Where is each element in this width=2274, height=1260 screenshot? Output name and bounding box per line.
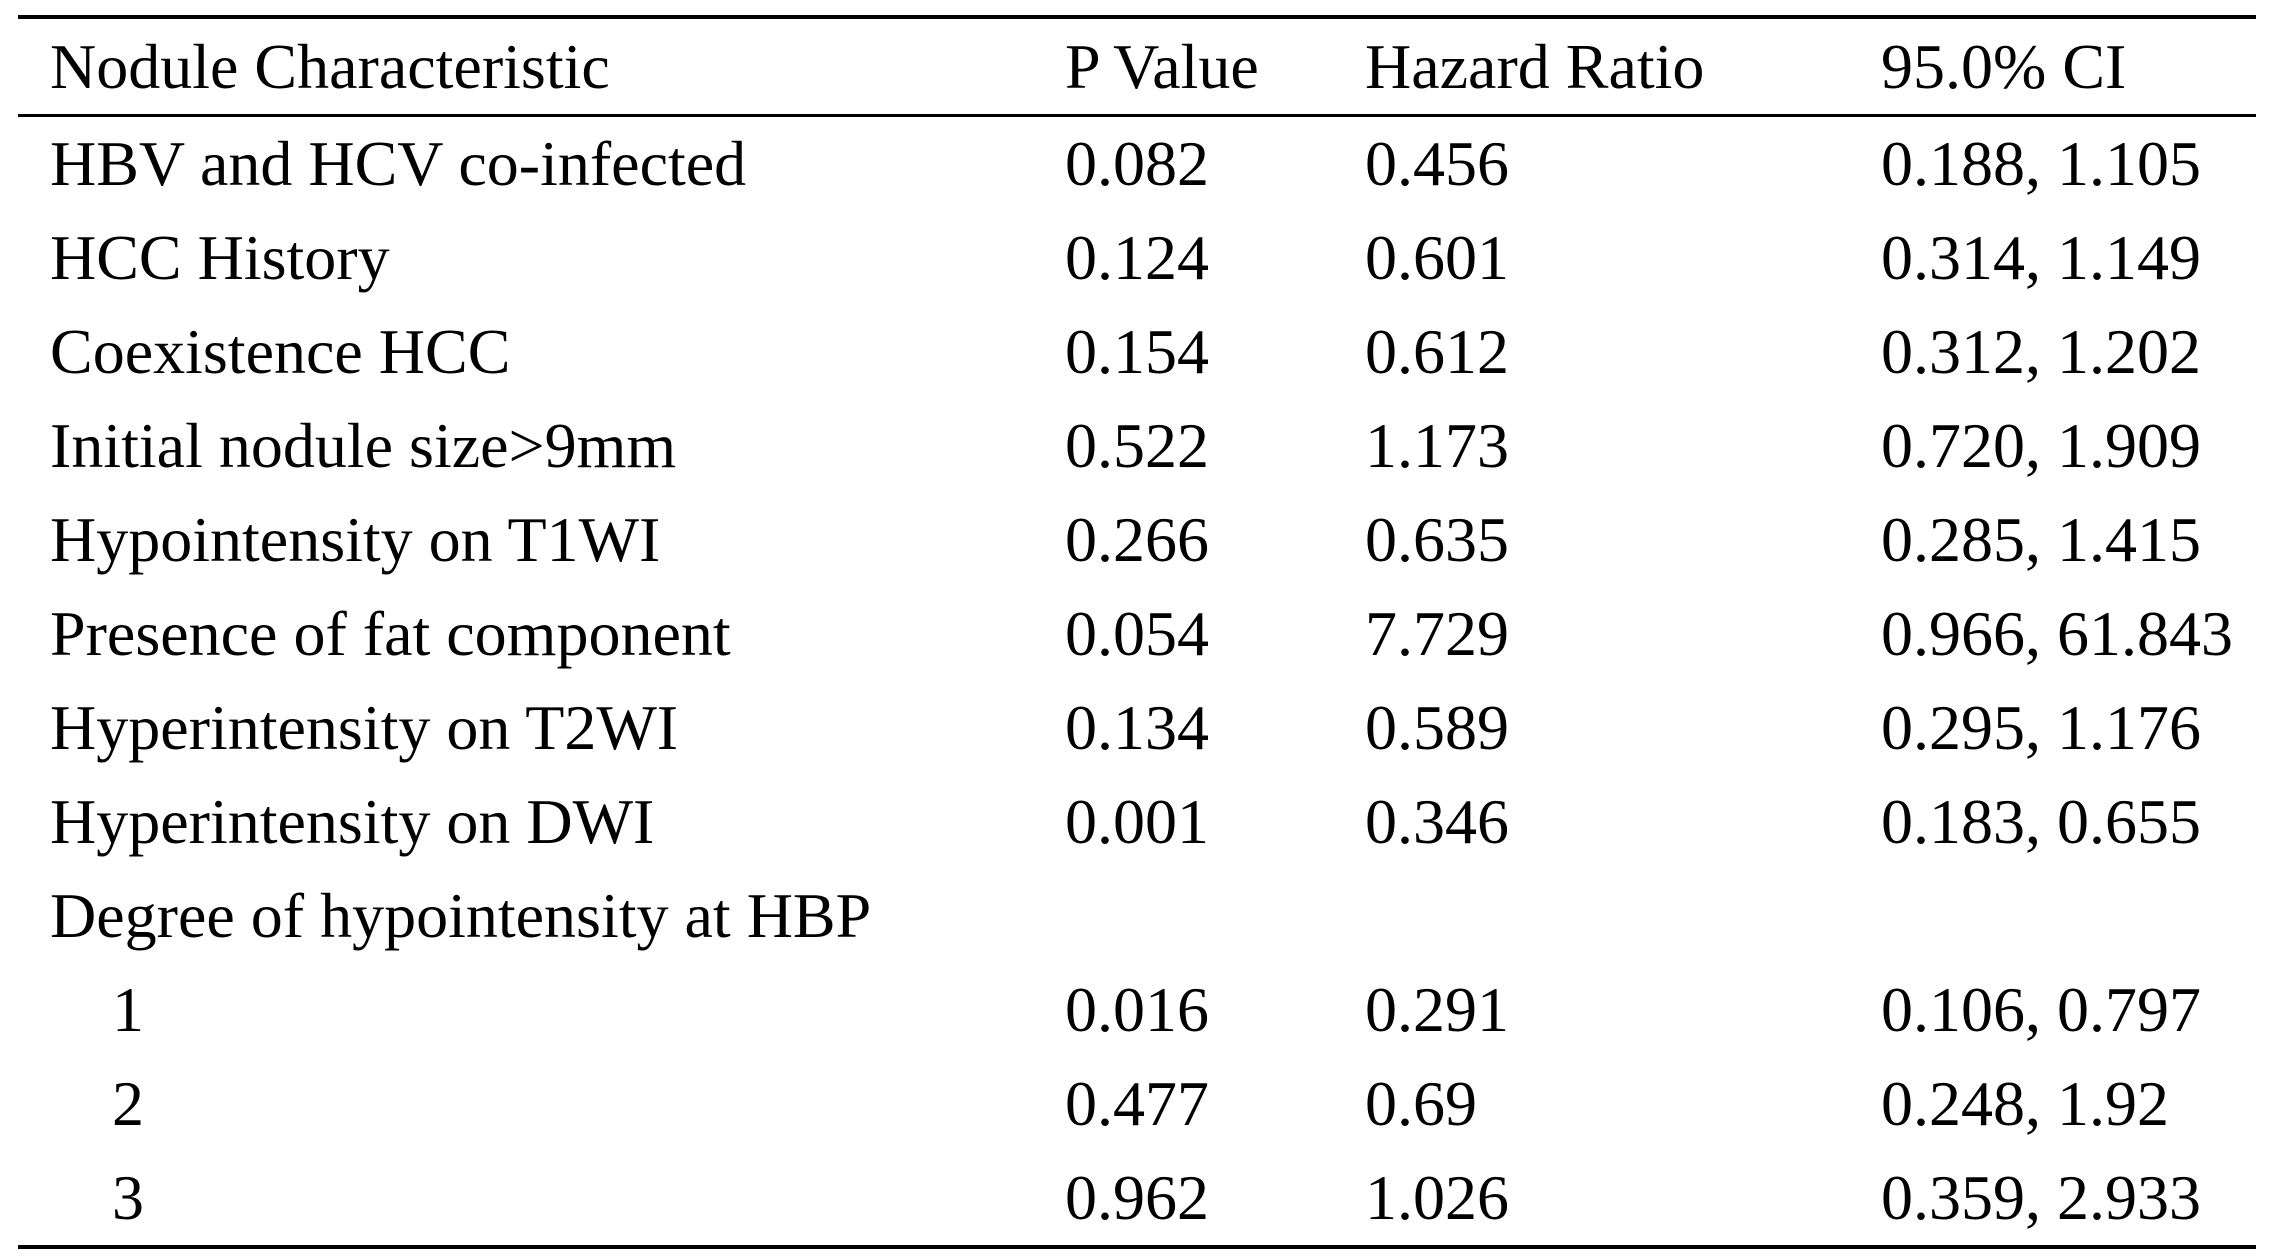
- table-body: HBV and HCV co-infected 0.082 0.456 0.188, …: [18, 116, 2256, 1248]
- table-row: 2 0.477 0.69 0.248, 1.92: [18, 1057, 2256, 1151]
- table-row: Hyperintensity on DWI 0.001 0.346 0.183, 0.…: [18, 775, 2256, 869]
- p-value-cell: 0.477: [1065, 1068, 1209, 1139]
- p-value-cell: 0.016: [1065, 974, 1209, 1045]
- p-value-cell: 0.134: [1065, 692, 1209, 763]
- row-label-cell: 1: [112, 974, 144, 1045]
- row-label-cell: Degree of hypointensity at HBP: [50, 880, 872, 951]
- row-label-cell: Initial nodule size>9mm: [50, 410, 677, 481]
- row-label-cell: Hyperintensity on DWI: [50, 786, 655, 857]
- table-row: Hyperintensity on T2WI 0.134 0.589 0.295, 1…: [18, 681, 2256, 775]
- table-row: 3 0.962 1.026 0.359, 2.933: [18, 1151, 2256, 1247]
- p-value-cell: 0.522: [1065, 410, 1209, 481]
- table-row: Initial nodule size>9mm 0.522 1.173 0.720, …: [18, 399, 2256, 493]
- hazard-ratio-cell: 0.635: [1365, 504, 1509, 575]
- hazard-ratio-cell: 1.026: [1365, 1162, 1509, 1233]
- ci-cell: 0.183, 0.655: [1881, 786, 2201, 857]
- header-hazard-ratio: Hazard Ratio: [1365, 17, 1881, 117]
- hazard-ratio-cell: 0.69: [1365, 1068, 1477, 1139]
- table-row: Hypointensity on T1WI 0.266 0.635 0.285, 1.…: [18, 493, 2256, 587]
- ci-cell: 0.106, 0.797: [1881, 974, 2201, 1045]
- hazard-ratio-table: Nodule Characteristic P Value Hazard Rat…: [18, 15, 2256, 1249]
- header-row: Nodule Characteristic P Value Hazard Rat…: [18, 17, 2256, 117]
- hazard-ratio-cell: 0.589: [1365, 692, 1509, 763]
- hazard-ratio-cell: 1.173: [1365, 410, 1509, 481]
- table-row: Presence of fat component 0.054 7.729 0.966…: [18, 587, 2256, 681]
- table-row: Coexistence HCC 0.154 0.612 0.312, 1.202: [18, 305, 2256, 399]
- table-header: Nodule Characteristic P Value Hazard Rat…: [18, 17, 2256, 117]
- ci-cell: 0.720, 1.909: [1881, 410, 2201, 481]
- p-value-cell: 0.266: [1065, 504, 1209, 575]
- ci-cell: 0.285, 1.415: [1881, 504, 2201, 575]
- header-nodule-characteristic: Nodule Characteristic: [18, 17, 1065, 117]
- ci-cell: 0.359, 2.933: [1881, 1162, 2201, 1233]
- row-label-cell: Hypointensity on T1WI: [50, 504, 661, 575]
- p-value-cell: 0.054: [1065, 598, 1209, 669]
- hazard-ratio-cell: 0.612: [1365, 316, 1509, 387]
- hazard-ratio-cell: 0.346: [1365, 786, 1509, 857]
- p-value-cell: 0.962: [1065, 1162, 1209, 1233]
- row-label-cell: Hyperintensity on T2WI: [50, 692, 679, 763]
- header-p-value: P Value: [1065, 17, 1365, 117]
- ci-cell: 0.248, 1.92: [1881, 1068, 2169, 1139]
- p-value-cell: 0.001: [1065, 786, 1209, 857]
- table-row: HCC History 0.124 0.601 0.314, 1.149: [18, 211, 2256, 305]
- table-row: 1 0.016 0.291 0.106, 0.797: [18, 963, 2256, 1057]
- hazard-ratio-cell: [1365, 869, 1881, 963]
- hazard-ratio-cell: 7.729: [1365, 598, 1509, 669]
- ci-cell: 0.295, 1.176: [1881, 692, 2201, 763]
- row-label-cell: Presence of fat component: [50, 598, 731, 669]
- ci-cell: 0.314, 1.149: [1881, 222, 2201, 293]
- row-label-cell: HCC History: [50, 222, 390, 293]
- ci-cell: 0.312, 1.202: [1881, 316, 2201, 387]
- row-label-cell: 2: [112, 1068, 144, 1139]
- p-value-cell: 0.154: [1065, 316, 1209, 387]
- table-row: HBV and HCV co-infected 0.082 0.456 0.188, …: [18, 116, 2256, 212]
- row-label-cell: Coexistence HCC: [50, 316, 511, 387]
- hazard-ratio-cell: 0.456: [1365, 128, 1509, 199]
- p-value-cell: 0.124: [1065, 222, 1209, 293]
- p-value-cell: [1065, 869, 1365, 963]
- row-label-cell: HBV and HCV co-infected: [50, 128, 747, 199]
- hazard-ratio-cell: 0.601: [1365, 222, 1509, 293]
- ci-cell: 0.966, 61.843: [1881, 598, 2233, 669]
- table-row: Degree of hypointensity at HBP: [18, 869, 2256, 963]
- ci-cell: 0.188, 1.105: [1881, 128, 2201, 199]
- hazard-ratio-cell: 0.291: [1365, 974, 1509, 1045]
- ci-cell: [1881, 869, 2256, 963]
- row-label-cell: 3: [112, 1162, 144, 1233]
- header-ci: 95.0% CI: [1881, 17, 2256, 117]
- p-value-cell: 0.082: [1065, 128, 1209, 199]
